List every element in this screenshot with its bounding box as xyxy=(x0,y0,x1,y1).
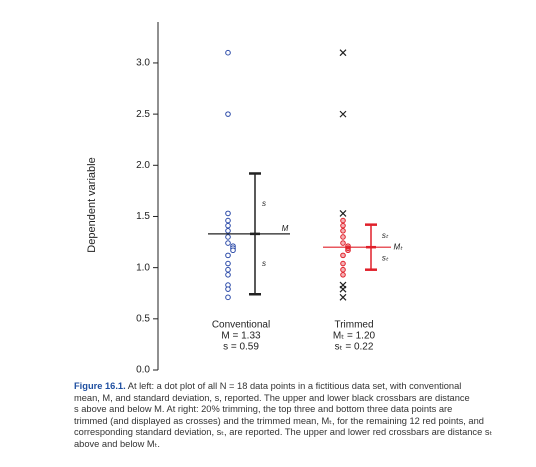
dot xyxy=(225,272,231,278)
dot xyxy=(340,228,346,234)
caption-line: s above and below M. At right: 20% trimm… xyxy=(74,404,453,415)
dot xyxy=(225,228,231,234)
chart: Dependent variable 0.0 0.5 1.0 1.5 2.0 2.5 3.0… xyxy=(86,22,403,376)
y-tick-label: 3.0 xyxy=(136,58,150,69)
mean-label: M = 1.33 xyxy=(221,331,261,342)
mean-symbol: Mₜ xyxy=(393,242,403,251)
dot xyxy=(225,234,231,240)
caption-line: above and below Mₜ. xyxy=(74,438,160,449)
y-tick-label: 1.0 xyxy=(136,262,150,273)
dot xyxy=(340,240,346,246)
dot xyxy=(225,294,231,301)
dot xyxy=(225,252,231,259)
y-axis-label: Dependent variable xyxy=(86,157,98,252)
cross-point xyxy=(339,110,347,118)
dot xyxy=(340,222,346,229)
sd-symbol: sₜ xyxy=(382,231,389,240)
dot xyxy=(340,252,346,259)
caption-line: corresponding standard deviation, sₜ, ar… xyxy=(74,427,493,438)
dot xyxy=(345,247,351,254)
dot xyxy=(225,111,231,117)
y-tick-label: 0.0 xyxy=(136,365,150,376)
group-label: Conventional xyxy=(212,320,270,331)
dot xyxy=(230,247,236,254)
dot xyxy=(225,286,231,292)
cross-point xyxy=(339,49,347,57)
dot xyxy=(340,260,346,267)
figure-label: Figure 16.1. xyxy=(74,381,126,391)
dot xyxy=(340,272,346,278)
mean-symbol: M xyxy=(282,224,289,233)
dot xyxy=(225,217,231,224)
cross-point xyxy=(339,209,347,217)
group-label: Trimmed xyxy=(334,320,373,331)
dot xyxy=(225,260,231,267)
sd-label: sₜ = 0.22 xyxy=(335,342,374,353)
mean-label: Mₜ = 1.20 xyxy=(333,331,376,342)
caption-text: At left: a dot plot of all N = 18 data p… xyxy=(125,381,462,391)
y-tick-label: 0.5 xyxy=(136,313,150,324)
caption-line: Figure 16.1. At left: a dot plot of all … xyxy=(74,381,524,393)
dot xyxy=(225,49,231,56)
dot xyxy=(225,240,231,246)
dot xyxy=(340,266,346,273)
caption-line: mean, M, and standard deviation, s, repo… xyxy=(74,392,470,403)
sd-symbol: sₜ xyxy=(382,254,389,263)
cross-point xyxy=(339,285,347,293)
caption: Figure 16.1. At left: a dot plot of all … xyxy=(74,381,524,451)
dot xyxy=(340,217,346,224)
y-tick-label: 2.5 xyxy=(136,109,150,120)
y-tick-label: 1.5 xyxy=(136,211,150,222)
dot xyxy=(225,266,231,273)
y-tick-label: 2.0 xyxy=(136,160,150,171)
sd-symbol: s xyxy=(262,259,266,268)
dot xyxy=(225,210,231,217)
sd-symbol: s xyxy=(262,199,266,208)
sd-label: s = 0.59 xyxy=(223,342,259,353)
cross-point xyxy=(339,293,347,301)
dot xyxy=(340,234,346,240)
dot xyxy=(225,222,231,229)
caption-line: trimmed (and displayed as crosses) and t… xyxy=(74,415,484,426)
